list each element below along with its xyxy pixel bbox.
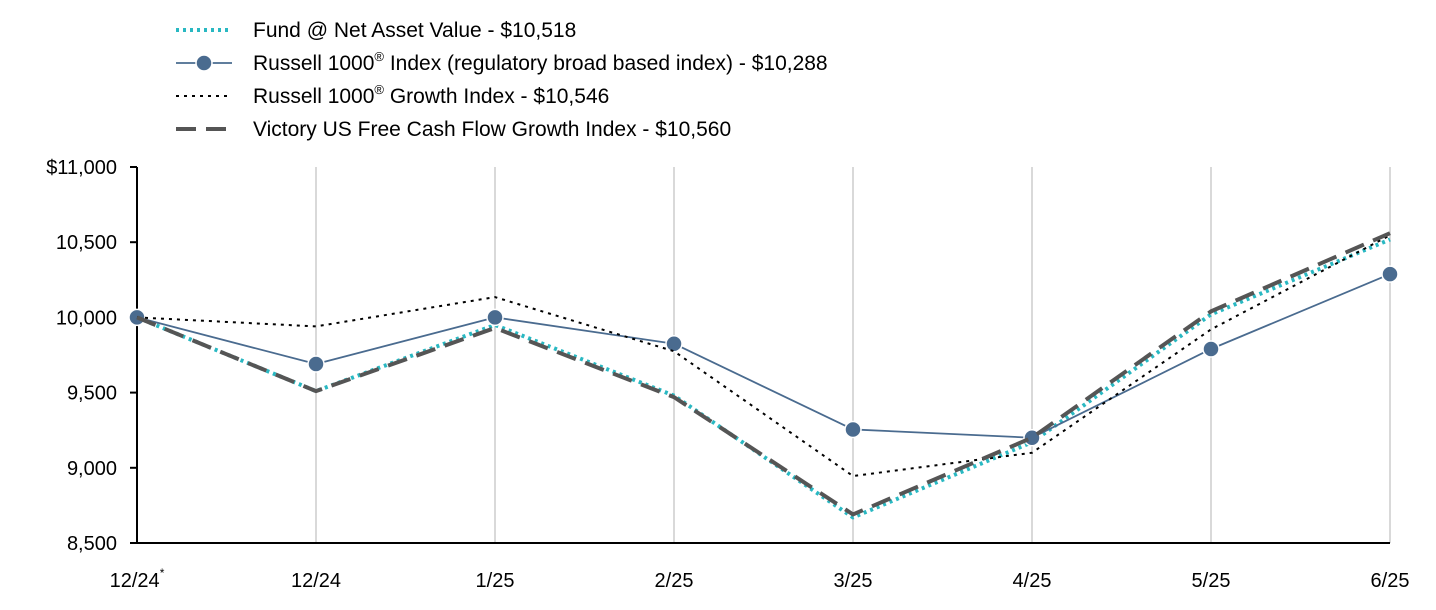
y-tick-label: 10,500 bbox=[56, 232, 117, 254]
data-point bbox=[844, 420, 862, 439]
legend-item-russell-1000-growth-index-10-546: Russell 1000® Growth Index - $10,546 bbox=[176, 82, 609, 108]
y-tick-label: 9,500 bbox=[67, 383, 117, 405]
data-point bbox=[1023, 428, 1041, 447]
legend-item-fund-net-asset-value-10-518: Fund @ Net Asset Value - $10,518 bbox=[176, 19, 576, 42]
x-tick-label: 5/25 bbox=[1192, 570, 1231, 592]
legend-item-russell-1000-index-regulatory-broad-based-index-10-288: Russell 1000® Index (regulatory broad ba… bbox=[176, 49, 828, 75]
series-russell-1000-growth-index-10-546 bbox=[136, 234, 1391, 478]
data-point bbox=[486, 308, 504, 327]
x-tick-label: 3/25 bbox=[834, 570, 873, 592]
series-victory-us-free-cash-flow-growth-index-10-560 bbox=[136, 231, 1391, 517]
legend: Fund @ Net Asset Value - $10,518 Russell … bbox=[176, 19, 828, 141]
y-tick-label: 8,500 bbox=[67, 533, 117, 555]
x-axis-ticks: 12/24* 12/24 1/25 2/25 3/25 4/25 5/25 6/25 bbox=[110, 566, 1410, 592]
series-russell-1000-index-regulatory-broad-based-index-10-288 bbox=[128, 265, 1399, 447]
series-line bbox=[136, 231, 1391, 517]
series-line bbox=[136, 273, 1391, 439]
x-tick-label: 12/24* bbox=[110, 566, 165, 592]
legend-label: Russell 1000® Growth Index - $10,546 bbox=[253, 82, 609, 108]
series-fund-net-asset-value-10-518 bbox=[136, 237, 1391, 520]
x-tick-label: 1/25 bbox=[476, 570, 515, 592]
legend-label: Russell 1000® Index (regulatory broad ba… bbox=[253, 49, 828, 75]
series-line bbox=[136, 234, 1391, 478]
axes bbox=[136, 167, 1390, 544]
series-lines bbox=[128, 231, 1399, 520]
legend-item-victory-us-free-cash-flow-growth-index-10-560: Victory US Free Cash Flow Growth Index -… bbox=[176, 118, 731, 141]
x-tick-label: 4/25 bbox=[1013, 570, 1052, 592]
x-tick-label: 6/25 bbox=[1371, 570, 1410, 592]
series-line bbox=[136, 237, 1391, 520]
legend-marker bbox=[195, 54, 213, 72]
data-point bbox=[665, 334, 683, 353]
y-tick-label: $11,000 bbox=[46, 157, 117, 179]
x-tick-label: 12/24 bbox=[291, 570, 341, 592]
data-point bbox=[1381, 265, 1399, 283]
y-tick-label: 9,000 bbox=[67, 458, 117, 480]
legend-label: Victory US Free Cash Flow Growth Index -… bbox=[253, 118, 731, 141]
data-point bbox=[1202, 340, 1220, 358]
y-axis-ticks: $11,000 10,500 10,000 9,500 9,000 8,500 bbox=[46, 157, 137, 555]
x-tick-footnote-marker: * bbox=[160, 566, 165, 580]
grid-lines bbox=[315, 167, 1391, 543]
y-tick-label: 10,000 bbox=[56, 307, 117, 329]
data-point bbox=[307, 355, 325, 373]
x-tick-label: 2/25 bbox=[655, 570, 694, 592]
legend-label: Fund @ Net Asset Value - $10,518 bbox=[253, 19, 576, 42]
